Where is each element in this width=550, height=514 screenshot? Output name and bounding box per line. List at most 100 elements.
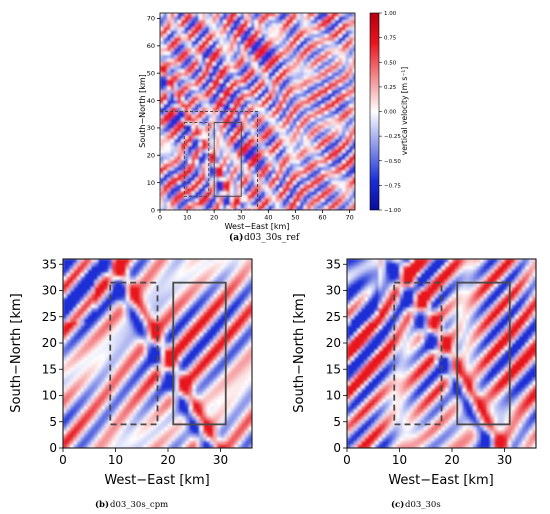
field-cell xyxy=(119,290,123,295)
field-cell xyxy=(296,86,301,91)
field-cell xyxy=(199,332,204,337)
field-cell xyxy=(237,149,241,154)
field-cell xyxy=(296,44,301,49)
field-cell xyxy=(321,198,325,203)
field-cell xyxy=(240,76,245,80)
field-cell xyxy=(247,86,252,91)
field-cell xyxy=(98,353,102,358)
field-cell xyxy=(181,142,185,147)
field-cell xyxy=(94,273,99,277)
field-cell xyxy=(185,318,190,323)
field-cell xyxy=(195,93,199,98)
field-cell xyxy=(247,163,252,168)
field-cell xyxy=(98,322,102,326)
field-cell xyxy=(293,114,297,119)
field-cell xyxy=(240,23,245,28)
field-cell xyxy=(185,329,190,333)
field-cell xyxy=(216,104,220,108)
field-cell xyxy=(231,259,235,263)
field-cell xyxy=(275,160,280,164)
field-cell xyxy=(349,198,353,203)
field-cell xyxy=(279,16,283,21)
field-cell xyxy=(91,276,95,281)
field-cell xyxy=(307,142,311,147)
field-cell xyxy=(321,181,325,185)
field-cell xyxy=(185,332,190,337)
field-cell xyxy=(268,27,273,31)
field-cell xyxy=(238,364,242,368)
field-cell xyxy=(184,58,189,63)
field-cell xyxy=(143,339,148,344)
field-cell xyxy=(217,339,221,344)
field-cell xyxy=(94,297,99,302)
field-cell xyxy=(105,304,109,309)
field-cell xyxy=(324,83,329,87)
field-cell xyxy=(237,121,241,126)
field-cell xyxy=(282,69,287,73)
field-cell xyxy=(161,339,165,344)
field-cell xyxy=(192,364,197,368)
field-cell xyxy=(296,72,301,77)
field-cell xyxy=(240,27,245,31)
field-cell xyxy=(105,371,109,375)
field-cell xyxy=(220,301,225,305)
field-cell xyxy=(352,65,355,70)
field-cell xyxy=(160,37,164,42)
field-cell xyxy=(91,353,95,358)
field-cell xyxy=(154,364,158,368)
field-cell xyxy=(154,360,158,365)
field-cell xyxy=(77,350,81,354)
field-cell xyxy=(174,163,178,168)
field-cell xyxy=(213,346,218,351)
field-cell xyxy=(191,132,196,136)
field-cell xyxy=(150,343,155,347)
field-cell xyxy=(226,79,231,84)
field-cell xyxy=(84,339,88,344)
field-cell xyxy=(136,315,141,319)
field-cell xyxy=(331,198,336,203)
field-cell xyxy=(241,346,246,351)
field-cell xyxy=(191,191,196,196)
field-cell xyxy=(237,177,241,182)
field-cell xyxy=(147,304,151,309)
field-cell xyxy=(63,304,67,309)
field-cell xyxy=(216,100,220,105)
field-cell xyxy=(237,209,241,210)
field-cell xyxy=(265,156,269,161)
field-cell xyxy=(317,149,322,154)
field-cell xyxy=(199,336,204,340)
field-cell xyxy=(300,34,304,38)
field-cell xyxy=(170,44,175,49)
field-cell xyxy=(105,297,109,302)
field-cell xyxy=(66,339,71,344)
field-cell xyxy=(331,132,336,136)
field-cell xyxy=(209,149,213,154)
field-cell xyxy=(231,318,235,323)
field-cell xyxy=(296,156,301,161)
field-cell xyxy=(168,262,172,267)
field-cell xyxy=(80,311,85,316)
field-cell xyxy=(140,329,144,333)
field-cell xyxy=(182,360,186,365)
field-cell xyxy=(136,301,141,305)
field-cell xyxy=(244,104,248,108)
field-cell xyxy=(238,290,242,295)
field-cell xyxy=(265,135,269,140)
field-cell xyxy=(289,27,294,31)
field-cell xyxy=(115,360,120,365)
field-cell xyxy=(331,51,336,56)
field-cell xyxy=(66,329,71,333)
field-cell xyxy=(80,353,85,358)
field-cell xyxy=(213,308,218,312)
field-cell xyxy=(254,86,259,91)
field-cell xyxy=(335,27,339,31)
field-cell xyxy=(258,13,262,17)
field-cell xyxy=(265,86,269,91)
field-cell xyxy=(226,51,231,56)
field-cell xyxy=(209,44,213,49)
field-cell xyxy=(170,62,175,66)
field-cell xyxy=(177,160,182,164)
field-cell xyxy=(275,191,280,196)
field-cell xyxy=(275,100,280,105)
field-cell xyxy=(136,290,141,295)
